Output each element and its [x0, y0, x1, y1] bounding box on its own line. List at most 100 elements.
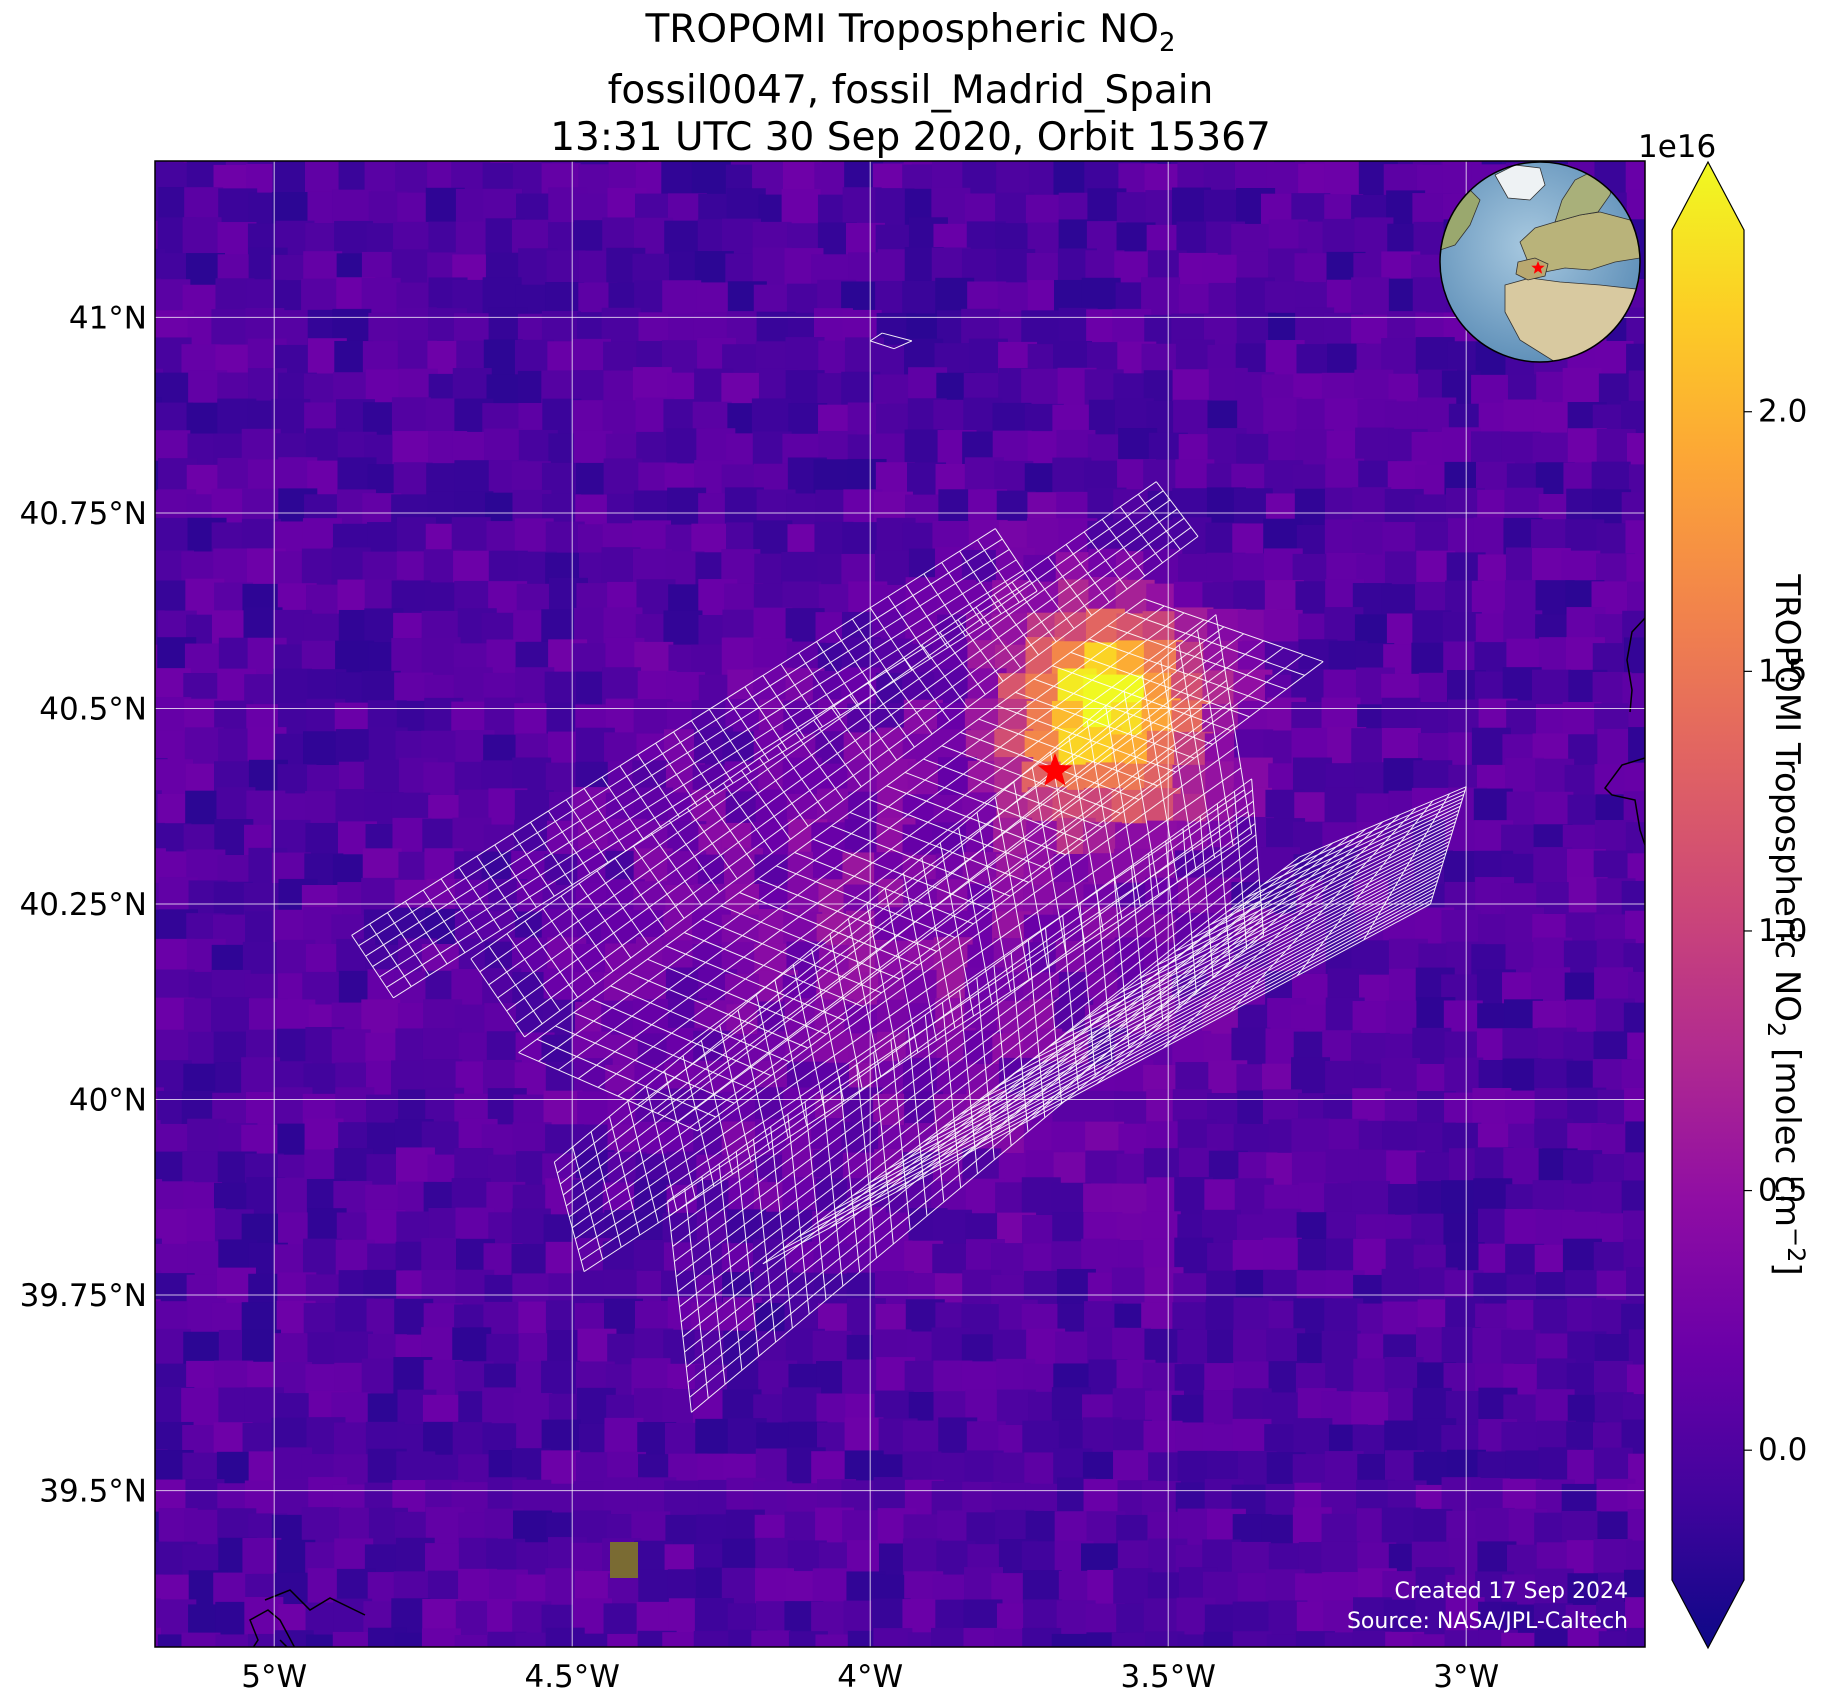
- no2-pixel: [452, 1327, 492, 1367]
- no2-pixel: [1561, 1658, 1600, 1690]
- footnote-created: Created 17 Sep 2024: [1395, 1579, 1629, 1604]
- no2-pixel: [1626, 307, 1645, 347]
- no2-pixel: [1053, 1661, 1092, 1690]
- no2-pixel: [1264, 1662, 1303, 1690]
- no2-pixel: [1472, 1088, 1512, 1128]
- footnote-source: Source: NASA/JPL-Caltech: [1347, 1609, 1628, 1634]
- no2-pixel: [272, 668, 312, 708]
- no2-pixel: [575, 161, 615, 170]
- no2-pixel: [1354, 217, 1394, 257]
- map-area: [126, 160, 1697, 1690]
- no2-pixel: [781, 189, 821, 229]
- no2-pixel: [784, 1658, 823, 1690]
- no2-pixel: [1625, 520, 1645, 560]
- no2-pixel: [758, 1658, 797, 1690]
- no2-pixel: [335, 1664, 374, 1690]
- no2-pixel: [367, 1660, 406, 1690]
- no2-pixel: [1621, 1180, 1645, 1220]
- x-tick-label: 4°W: [837, 1659, 903, 1690]
- no2-pixel: [1291, 1118, 1331, 1158]
- no2-pixel: [996, 1663, 1035, 1690]
- no2-pixel: [1111, 1267, 1151, 1307]
- title-line-3: 13:31 UTC 30 Sep 2020, Orbit 15367: [550, 114, 1271, 160]
- colorbar: 0.00.51.01.52.0 1e16 TROPOMI Tropospheri…: [1638, 129, 1810, 1650]
- colorbar-scale-text: 1e16: [1638, 129, 1716, 165]
- no2-pixel: [1628, 370, 1645, 410]
- colorbar-tick-label: 2.0: [1758, 394, 1807, 430]
- no2-pixel: [1652, 1628, 1691, 1667]
- no2-pixel: [1351, 277, 1391, 317]
- no2-pixel: [395, 1660, 434, 1690]
- no2-pixel: [1381, 1268, 1421, 1308]
- no2-pixel: [1355, 1659, 1394, 1690]
- no2-pixel: [1626, 1267, 1645, 1307]
- no2-pixel: [935, 1662, 974, 1690]
- no2-pixel: [181, 1632, 221, 1647]
- title-line-1: TROPOMI Tropospheric NO2: [645, 7, 1176, 58]
- no2-pixel: [1324, 161, 1364, 200]
- no2-pixel: [1534, 791, 1574, 831]
- no2-pixel: [1625, 1121, 1645, 1161]
- no2-pixel: [1051, 1633, 1091, 1647]
- no2-pixels: [126, 160, 1697, 1690]
- no2-pixel: [1232, 1631, 1272, 1647]
- no2-pixel: [1231, 1659, 1270, 1690]
- y-tick-label: 39.5°N: [39, 1474, 147, 1510]
- no2-pixel: [1533, 847, 1573, 887]
- no2-pixel: [1026, 1662, 1065, 1690]
- no2-pixel: [423, 1663, 462, 1690]
- no2-pixel: [842, 187, 882, 227]
- no2-pixel: [1625, 161, 1645, 198]
- no2-pixel: [695, 1658, 734, 1690]
- no2-pixel: [725, 1660, 764, 1690]
- no2-pixel: [302, 1238, 342, 1278]
- land-patch: [610, 1542, 638, 1578]
- no2-pixel: [902, 1662, 941, 1690]
- no2-pixel: [391, 397, 431, 437]
- no2-pixel: [904, 429, 944, 469]
- no2-pixel: [1624, 1087, 1645, 1127]
- y-tick-label: 40.5°N: [39, 691, 147, 727]
- no2-pixel: [1021, 368, 1061, 408]
- no2-pixel: [1658, 160, 1697, 199]
- no2-pixel: [1536, 1660, 1575, 1690]
- no2-pixel: [308, 1657, 347, 1690]
- colorbar-tick-label: 0.0: [1758, 1432, 1807, 1468]
- no2-pixel: [1621, 880, 1645, 920]
- no2-pixel: [1388, 1664, 1427, 1690]
- x-tick-label: 4.5°W: [524, 1659, 619, 1690]
- no2-pixel: [303, 731, 343, 771]
- no2-pixel: [484, 1662, 523, 1690]
- no2-pixel: [331, 1029, 371, 1069]
- no2-pixel: [1625, 1659, 1664, 1690]
- no2-pixel: [751, 398, 791, 438]
- title-line-2: fossil0047, fossil_Madrid_Spain: [607, 67, 1214, 113]
- no2-pixel: [155, 882, 161, 922]
- no2-pixel: [182, 1659, 221, 1690]
- no2-pixel: [1626, 433, 1645, 473]
- no2-pixel: [1628, 727, 1645, 767]
- no2-pixel: [1173, 399, 1213, 439]
- no2-pixel: [1297, 1658, 1336, 1690]
- no2-pixel: [155, 909, 161, 949]
- no2-pixel: [751, 1630, 791, 1647]
- y-tick-label: 41°N: [69, 300, 147, 336]
- no2-pixel: [1534, 1628, 1574, 1647]
- figure-title: TROPOMI Tropospheric NO2 fossil0047, fos…: [0, 6, 1821, 161]
- no2-pixel: [1294, 161, 1334, 167]
- no2-pixel: [244, 1597, 284, 1637]
- no2-pixel: [1562, 367, 1602, 407]
- no2-pixel: [667, 1661, 706, 1690]
- x-tick-label: 5°W: [241, 1659, 307, 1690]
- no2-pixel: [632, 998, 672, 1038]
- y-tick-label: 39.75°N: [20, 1278, 147, 1314]
- x-tick-label: 3.5°W: [1120, 1659, 1215, 1690]
- no2-pixel: [1595, 1663, 1634, 1690]
- no2-pixel: [782, 1387, 822, 1427]
- no2-pixel: [693, 1631, 733, 1647]
- no2-pixel: [126, 1663, 165, 1690]
- no2-pixel: [1628, 1329, 1645, 1369]
- no2-pixel: [421, 1628, 461, 1647]
- no2-pixel: [635, 1658, 674, 1690]
